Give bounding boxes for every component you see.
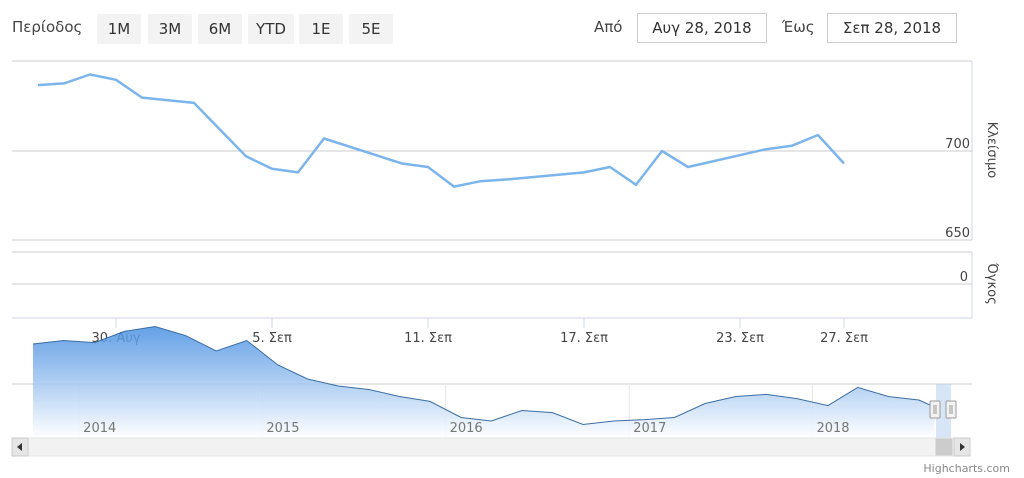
range-button-1y[interactable]: 1E (299, 14, 343, 44)
range-button-5y[interactable]: 5E (349, 14, 393, 44)
navigator-year-label: 2014 (83, 421, 116, 436)
y-axis-labels: 650 700 (945, 137, 970, 241)
scrollbar-right-arrow[interactable] (953, 437, 971, 457)
range-selector-label: Περίοδος (12, 18, 83, 36)
range-selector-toolbar: Περίοδος 1M 3M 6M YTD 1E 5E Από Αυγ 28, … (0, 0, 1024, 50)
x-tick-label: 23. Σεπ (716, 331, 764, 346)
x-tick-label: 17. Σεπ (560, 331, 608, 346)
scrollbar-track[interactable] (11, 437, 971, 457)
navigator-right-handle[interactable] (945, 400, 957, 419)
scrollbar-left-arrow[interactable] (11, 437, 29, 457)
y-tick-label: 650 (945, 226, 970, 241)
y-axis-title: Κλείσιμο (984, 122, 999, 179)
navigator-year-labels: 2014 2015 2016 2017 2018 (83, 421, 849, 436)
from-date-label: Από (594, 18, 623, 36)
range-button-6m[interactable]: 6M (198, 14, 242, 44)
credits-link[interactable]: Highcharts.com (923, 462, 1010, 475)
navigator-line (32, 325, 935, 426)
x-tick-label: 11. Σεπ (404, 331, 452, 346)
y-grid (12, 150, 972, 241)
range-button-ytd[interactable]: YTD (248, 14, 294, 44)
to-date-input[interactable]: Σεπ 28, 2018 (827, 13, 957, 43)
volume-y-tick-label: 0 (960, 270, 968, 285)
scrollbar-thumb[interactable] (935, 438, 953, 456)
x-tick-label: 27. Σεπ (820, 331, 868, 346)
navigator-area (33, 326, 935, 438)
from-date-input[interactable]: Αυγ 28, 2018 (637, 13, 767, 43)
navigator-year-label: 2017 (633, 421, 666, 436)
volume-y-axis-title: Όγκος (984, 262, 999, 305)
navigator-year-label: 2016 (450, 421, 483, 436)
navigator-left-handle[interactable] (929, 400, 941, 419)
navigator-year-label: 2018 (816, 421, 849, 436)
range-button-3m[interactable]: 3M (148, 14, 192, 44)
price-series-line[interactable] (37, 73, 845, 188)
y-tick-label: 700 (945, 137, 970, 152)
x-tick-label: 5. Σεπ (252, 331, 292, 346)
to-date-label: Έως (782, 18, 815, 36)
navigator-year-label: 2015 (266, 421, 299, 436)
range-button-1m[interactable]: 1M (97, 14, 141, 44)
navigator-selected-range[interactable] (936, 384, 951, 438)
